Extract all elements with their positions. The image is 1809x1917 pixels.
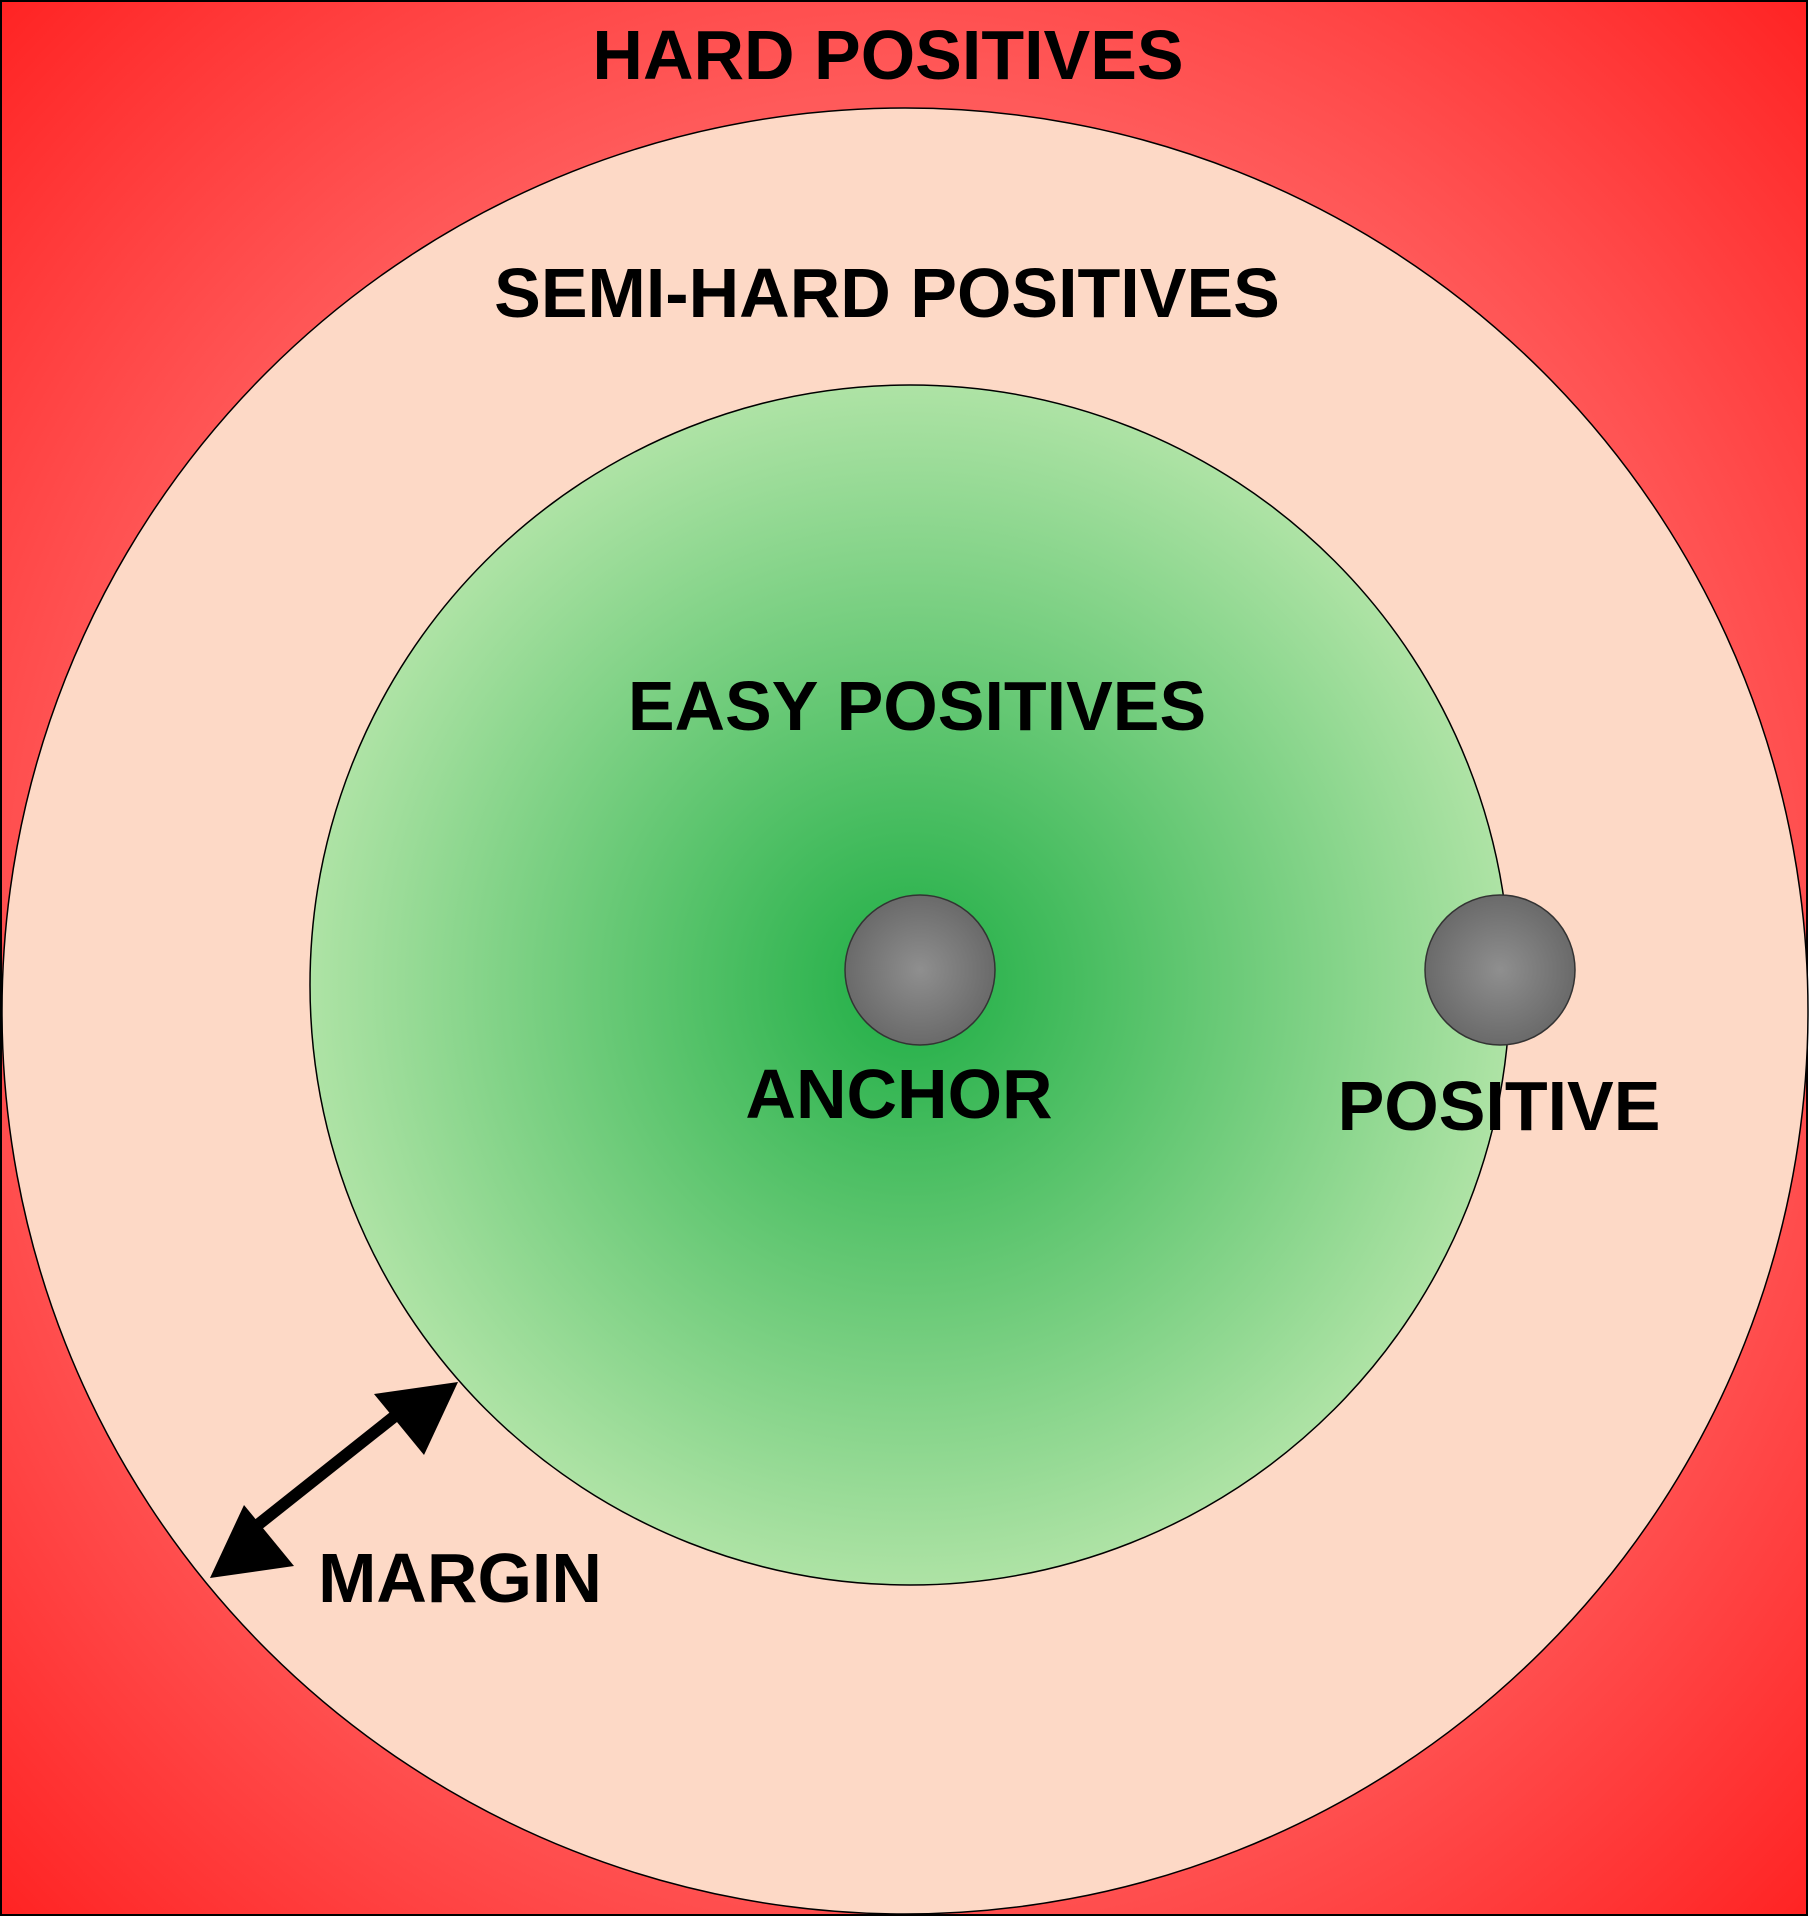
margin-label: MARGIN: [318, 1539, 602, 1617]
positive-point: [1424, 894, 1576, 1046]
margin-double-arrow: [210, 1382, 458, 1578]
anchor-point: [844, 894, 996, 1046]
hard-positives-label: HARD POSITIVES: [592, 16, 1183, 94]
positive-label: POSITIVE: [1338, 1067, 1661, 1145]
easy-positives-label: EASY POSITIVES: [628, 667, 1206, 745]
anchor-label: ANCHOR: [745, 1055, 1052, 1133]
semi-hard-positives-label: SEMI-HARD POSITIVES: [494, 254, 1280, 332]
